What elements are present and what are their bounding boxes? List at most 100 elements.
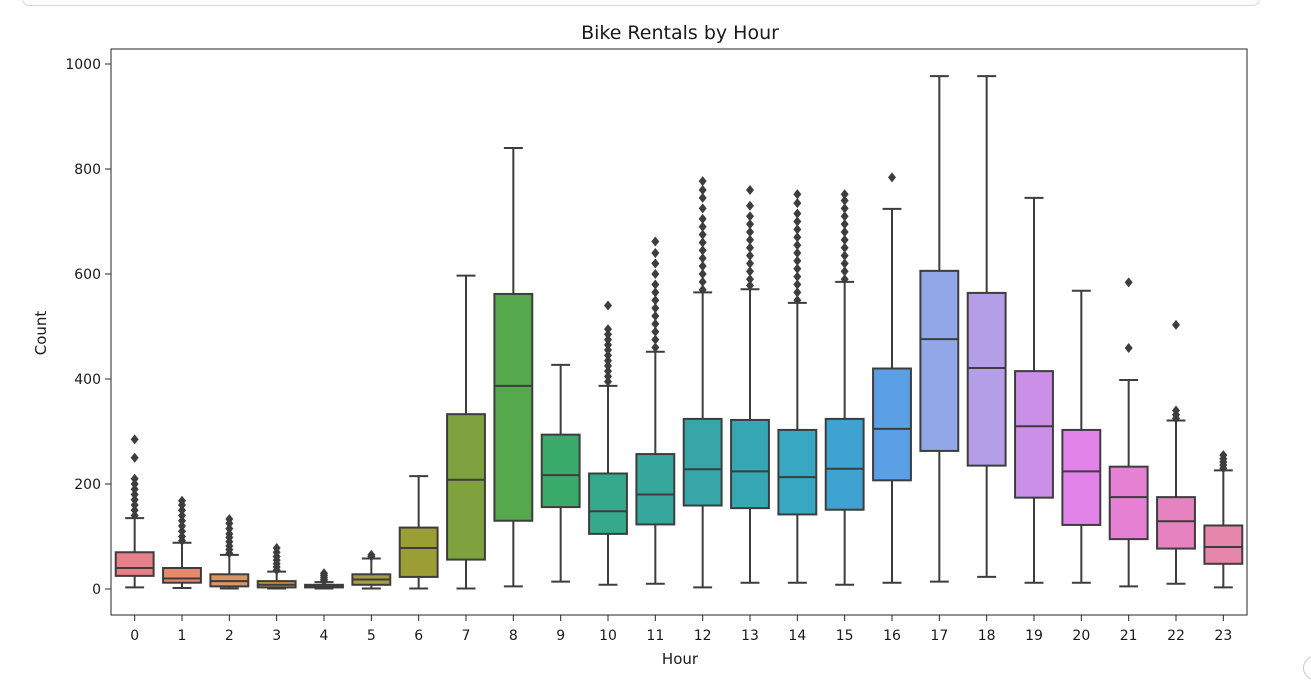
- outlier-point: [604, 324, 612, 335]
- outlier-point: [604, 329, 612, 340]
- outlier-point: [651, 311, 660, 321]
- outlier-point: [1172, 319, 1180, 330]
- outlier-point: [698, 185, 707, 195]
- outlier-point: [793, 240, 802, 251]
- outlier-point: [840, 242, 849, 253]
- outlier-point: [840, 219, 849, 230]
- outlier-point: [1124, 343, 1133, 354]
- outlier-point: [698, 269, 707, 279]
- outlier-point: [746, 200, 754, 211]
- outlier-point: [793, 271, 802, 282]
- box-hour-6: [398, 475, 439, 590]
- outlier-point: [840, 258, 849, 269]
- outlier-point: [130, 473, 139, 484]
- outlier-point: [746, 274, 754, 285]
- outlier-point: [698, 276, 707, 287]
- x-tick-label: 21: [1120, 628, 1138, 644]
- box-hour-5: [351, 549, 392, 590]
- iqr-box: [777, 428, 818, 516]
- iqr-box: [966, 291, 1007, 467]
- outlier-point: [178, 510, 186, 521]
- iqr-box: [824, 417, 865, 511]
- outlier-point: [178, 495, 186, 506]
- x-tick-label: 16: [883, 628, 901, 644]
- outlier-point: [840, 203, 849, 214]
- box-hour-3: [256, 543, 297, 590]
- outlier-point: [793, 216, 802, 227]
- x-tick-label: 15: [836, 628, 854, 644]
- outlier-point: [698, 237, 707, 248]
- outlier-point: [651, 334, 660, 345]
- outlier-point: [1124, 277, 1133, 288]
- outlier-point: [746, 280, 754, 291]
- outlier-point: [746, 211, 754, 222]
- box-hour-16: [872, 172, 912, 584]
- outlier-point: [1172, 405, 1180, 416]
- x-tick-label: 5: [367, 628, 376, 644]
- x-tick-label: 2: [225, 628, 234, 644]
- iqr-box: [682, 417, 723, 507]
- outlier-point: [746, 227, 754, 237]
- outlier-point: [746, 242, 754, 253]
- box-hour-17: [919, 75, 960, 583]
- iqr-box: [872, 367, 912, 482]
- outlier-point: [746, 250, 754, 261]
- box-hour-0: [114, 434, 155, 589]
- outlier-point: [604, 300, 612, 311]
- outlier-point: [651, 258, 660, 269]
- box-hour-12: [682, 176, 723, 589]
- chart-title: Bike Rentals by Hour: [581, 22, 779, 44]
- outlier-point: [130, 494, 139, 505]
- outlier-point: [651, 326, 660, 337]
- outlier-point: [130, 500, 139, 510]
- iqr-box: [540, 433, 581, 509]
- box-hour-14: [777, 189, 818, 584]
- outlier-point: [698, 245, 707, 256]
- outlier-point: [746, 266, 754, 277]
- y-tick-label: 600: [74, 267, 101, 283]
- outlier-point: [130, 484, 139, 495]
- outlier-point: [130, 510, 139, 521]
- outlier-point: [651, 303, 660, 314]
- outlier-point: [793, 248, 802, 258]
- outlier-point: [1219, 450, 1228, 461]
- outlier-point: [130, 505, 139, 516]
- iqr-box: [1061, 428, 1102, 526]
- box-hour-18: [966, 75, 1007, 578]
- x-tick-label: 0: [130, 628, 139, 644]
- outlier-point: [651, 318, 660, 329]
- outlier-point: [840, 274, 849, 285]
- outlier-point: [604, 366, 612, 377]
- box-hour-13: [730, 185, 770, 584]
- outlier-point: [746, 234, 754, 245]
- x-tick-label: 23: [1214, 628, 1232, 644]
- x-tick-label: 18: [978, 628, 996, 644]
- outlier-point: [178, 505, 186, 516]
- iqr-box: [493, 292, 534, 522]
- outlier-point: [793, 255, 802, 266]
- outlier-point: [604, 360, 612, 371]
- x-tick-label: 19: [1025, 628, 1043, 644]
- outlier-point: [225, 514, 234, 525]
- outlier-point: [604, 345, 612, 356]
- x-tick-label: 14: [788, 628, 806, 644]
- outlier-point: [698, 261, 707, 272]
- outlier-point: [840, 234, 849, 245]
- outlier-point: [793, 263, 802, 274]
- x-tick-label: 13: [741, 628, 759, 644]
- x-tick-label: 17: [930, 628, 948, 644]
- outlier-point: [651, 236, 660, 247]
- outlier-point: [604, 350, 612, 361]
- outlier-point: [698, 213, 707, 224]
- box-hour-11: [635, 236, 676, 585]
- box-hour-2: [209, 514, 250, 590]
- outlier-point: [840, 227, 849, 237]
- x-axis-label: Hour: [662, 650, 699, 668]
- outlier-point: [840, 189, 849, 200]
- outlier-point: [746, 258, 754, 269]
- outlier-point: [651, 248, 660, 258]
- outlier-point: [651, 342, 660, 353]
- outlier-point: [698, 229, 707, 240]
- x-tick-label: 12: [694, 628, 712, 644]
